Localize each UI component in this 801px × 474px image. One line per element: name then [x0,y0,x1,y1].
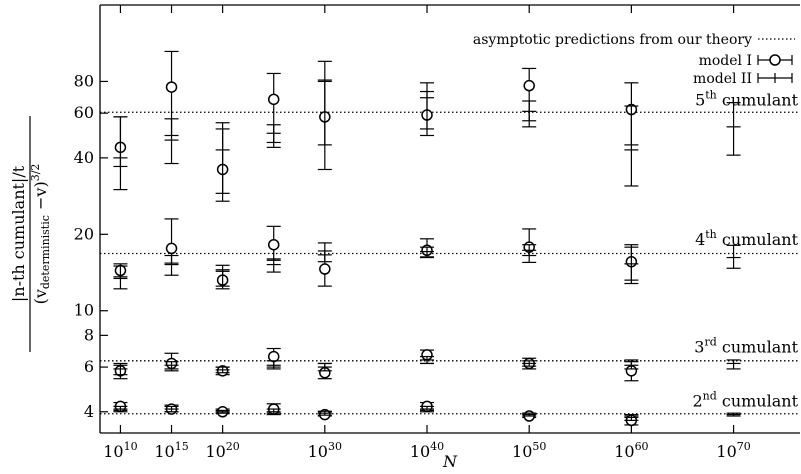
y-tick-label: 4 [84,402,94,421]
x-tick-label-exp: 70 [737,440,751,453]
x-tick-label-base: 10 [410,442,430,461]
x-tick-label-base: 10 [308,442,328,461]
legend-sample-circle [769,54,781,66]
cumulant-annotation-suffix: rd [704,336,716,349]
y-tick-label: 60 [74,103,94,122]
model-i-point [267,93,280,106]
axes-layer [99,4,800,434]
y-tick-label: 8 [84,325,94,344]
x-tick-label-base: 10 [154,442,174,461]
y-axis-label-den-exp: 3/2 [29,164,42,182]
y-tick-label: 80 [74,71,94,90]
model-i-point [523,79,535,92]
model-i-point [319,263,331,275]
y-axis-label-den-open: (v [31,289,50,304]
x-tick-label: 1070 [716,440,750,461]
cumulant-annotation-suffix: th [705,228,717,241]
x-axis-label: N [442,452,458,471]
data-layer [113,50,741,427]
y-tick-label: 40 [74,148,94,167]
model-i-point [267,238,280,251]
cumulant-annotation-suffix: nd [703,389,717,402]
model-i-point [267,350,280,363]
x-tick-label-exp: 60 [635,440,649,453]
x-tick-label: 1060 [614,440,648,461]
legend-label: asymptotic predictions from our theory [473,32,752,48]
model-i-point [165,242,178,255]
theory-lines-layer [100,111,800,415]
x-tick-label: 1020 [205,440,239,461]
cumulant-annotation-number: 5 [695,91,705,110]
cumulant-annotation-number: 2 [692,391,702,410]
x-tick-label-base: 10 [512,442,532,461]
cumulant-annotation-text: cumulant [717,338,799,357]
legend-label: model I [699,53,752,69]
cumulant-annotation-number: 4 [695,230,705,249]
x-tick-label-exp: 15 [175,440,189,453]
x-tick-label-base: 10 [716,442,736,461]
y-axis-label-numerator: |n-th cumulant|/t [9,165,28,302]
cumulant-annotation: 3rd cumulant [694,336,798,357]
cumulant-annotation: 5th cumulant [695,89,798,110]
cumulant-annotation-text: cumulant [717,391,799,410]
x-tick-label-exp: 50 [532,440,546,453]
y-axis-label-denominator: (vdeterministic −v)3/2 [29,164,52,305]
x-tick-label-base: 10 [614,442,634,461]
x-tick-label-exp: 40 [430,440,444,453]
x-tick-label-base: 10 [205,442,225,461]
legend-label: model II [693,71,752,87]
cumulant-annotation: 2nd cumulant [692,389,798,410]
x-tick-label-exp: 20 [226,440,240,453]
y-tick-label: 10 [74,301,94,320]
model-i-point [165,81,178,93]
cumulant-annotation-text: cumulant [717,230,799,249]
x-tick-label: 1040 [410,440,444,461]
y-axis-label-den-close: −v) [31,181,50,215]
x-tick-label: 1050 [512,440,546,461]
x-tick-label-exp: 30 [328,440,342,453]
cumulant-annotation-text: cumulant [717,91,799,110]
x-tick-label: 1030 [308,440,342,461]
cumulant-annotation: 4th cumulant [695,228,798,249]
y-axis-label: |n-th cumulant|/t (vdeterministic −v)3/2 [9,116,52,352]
y-tick-label: 6 [84,357,94,376]
y-tick-label: 20 [74,224,94,243]
x-tick-label-exp: 10 [124,440,138,453]
x-tick-label: 1015 [154,440,188,461]
x-tick-label-base: 10 [103,442,123,461]
y-axis-label-den-sub: deterministic [39,215,52,289]
cumulant-annotation-suffix: th [705,89,717,102]
x-tick-label: 1010 [103,440,137,461]
cumulant-annotation-number: 3 [694,338,704,357]
